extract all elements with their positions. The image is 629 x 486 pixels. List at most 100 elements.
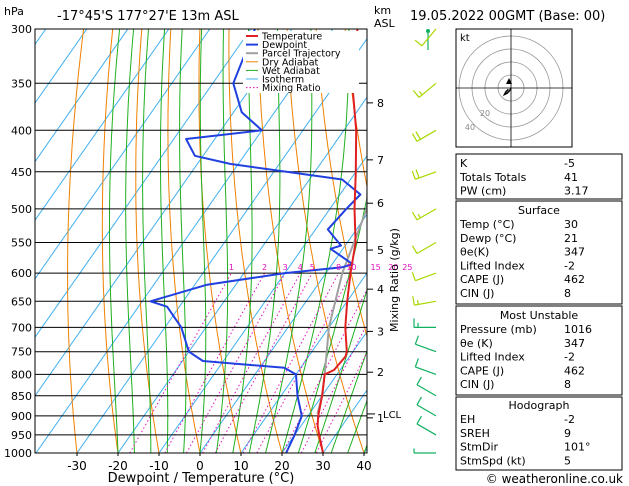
pressure-tick-label: 550: [11, 236, 32, 249]
hodo-value: -2: [564, 413, 575, 426]
wet-adiabat: [142, 29, 152, 453]
isobar-lines: [35, 29, 367, 453]
unstable-label: CIN (J): [460, 378, 494, 391]
index-label: PW (cm): [460, 185, 506, 198]
surface-title: Surface: [518, 204, 560, 217]
temperature-tick-label: 40: [356, 459, 371, 473]
dry-adiabat: [101, 29, 119, 453]
mixing-ratio-lines: [129, 272, 367, 453]
km-tick-label: 5: [377, 244, 384, 257]
wet-adiabat: [330, 349, 367, 453]
height-axis: 8 7 6 5 4 3 2 1: [367, 97, 384, 425]
wet-adiabat: [125, 29, 135, 453]
km-tick-label: 3: [377, 325, 384, 338]
pressure-tick-label: 400: [11, 124, 32, 137]
surface-value: 347: [564, 246, 585, 259]
hodograph-indices-box: [455, 396, 623, 471]
dry-adiabat: [344, 29, 367, 190]
wind-barbs: [411, 28, 437, 454]
pressure-tick-label: 1000: [4, 447, 32, 460]
lcl-marker: LCL: [367, 410, 402, 421]
unstable-label: Pressure (mb): [460, 323, 537, 336]
km-tick-label: 4: [377, 283, 384, 296]
isotherm-line: [35, 29, 334, 453]
wind-barb: [416, 415, 437, 436]
pressure-tick-label: 950: [11, 429, 32, 442]
km-tick-label: 7: [377, 154, 384, 167]
legend-entry: Wet Adiabat: [262, 66, 320, 77]
wind-barb: [413, 318, 436, 328]
hodograph-indices-title: Hodograph: [509, 399, 570, 412]
unstable-label: θe (K): [460, 337, 493, 350]
hodo-value: 5: [564, 454, 571, 467]
mixing-ratio-label: 20: [388, 263, 398, 272]
dry-adiabat: [67, 29, 85, 453]
legend-entry: Mixing Ratio: [262, 83, 321, 94]
pressure-tick-label: 750: [11, 346, 32, 359]
surface-box: [455, 200, 623, 305]
km-label: km: [374, 4, 391, 17]
wet-adiabat: [109, 29, 121, 453]
isotherm-line: [199, 213, 367, 453]
hodo-label: EH: [460, 413, 475, 426]
hodograph: 20 40 kt: [455, 28, 573, 148]
dry-adiabat: [198, 29, 242, 453]
hodo-label: SREH: [460, 427, 490, 440]
pressure-tick-label: 500: [11, 203, 32, 216]
wet-adiabat: [347, 399, 367, 453]
temperature-tick-label: -20: [108, 459, 128, 473]
wind-barb: [412, 82, 437, 98]
hodograph-trace: [502, 87, 512, 97]
surface-label: Temp (°C): [459, 218, 515, 231]
legend-entry: Parcel Trajectory: [262, 49, 341, 60]
km-tick-label: 2: [377, 366, 384, 379]
mixing-ratio-label: 15: [371, 263, 381, 272]
hodo-value: 9: [564, 427, 571, 440]
mixing-ratio-axis-label: Mixing Ratio (g/kg): [388, 228, 401, 332]
plot-frame: [34, 28, 368, 454]
index-label: K: [460, 157, 468, 170]
legend-entry: Temperature: [261, 32, 322, 43]
surface-value: -2: [564, 259, 575, 272]
pressure-tick-label: 650: [11, 295, 32, 308]
temperature-tick-label: -10: [149, 459, 169, 473]
hodograph-ring-label: 40: [465, 123, 475, 132]
footer-credit: © weatheronline.co.uk: [486, 472, 623, 486]
pressure-tick-label: 800: [11, 368, 32, 381]
x-axis-label: Dewpoint / Temperature (°C): [108, 471, 295, 486]
hodograph-ring-label: 20: [480, 109, 490, 118]
isotherm-line: [35, 29, 129, 163]
wet-adiabat: [160, 29, 169, 453]
mixing-ratio-label: 10: [346, 263, 356, 272]
unstable-value: -2: [564, 351, 575, 364]
pressure-tick-label: 350: [11, 77, 32, 90]
mixing-ratio-label: 8: [336, 263, 341, 272]
km-tick-label: 1: [377, 412, 384, 425]
wind-barb: [411, 208, 437, 221]
km-tick-label: 8: [377, 97, 384, 110]
temperature-line: [316, 29, 359, 453]
pressure-tick-label: 700: [11, 321, 32, 334]
unstable-value: 8: [564, 378, 571, 391]
storm-motion-marker: [506, 78, 512, 84]
pressure-tick-label: 900: [11, 410, 32, 423]
isotherm-line: [240, 272, 367, 453]
wind-barb: [413, 448, 436, 454]
legend-entry: Dewpoint: [262, 40, 307, 51]
unstable-value: 462: [564, 364, 585, 377]
km-tick-label: 6: [377, 197, 384, 210]
index-value: 41: [564, 171, 578, 184]
hodo-label: StmDir: [460, 441, 499, 454]
hodo-label: StmSpd (kt): [460, 454, 526, 467]
legend-entry: Dry Adiabat: [262, 57, 319, 68]
unstable-label: Lifted Index: [460, 351, 525, 364]
wind-barb: [414, 28, 437, 47]
unstable-value: 347: [564, 337, 585, 350]
temperature-tick-label: 30: [315, 459, 330, 473]
wind-barb: [412, 296, 437, 306]
surface-label: CIN (J): [460, 287, 494, 300]
location-title: -17°45'S 177°27'E 13m ASL: [57, 9, 239, 24]
pressure-tick-label: 300: [11, 23, 32, 36]
mixing-ratio-label: 3: [283, 263, 288, 272]
